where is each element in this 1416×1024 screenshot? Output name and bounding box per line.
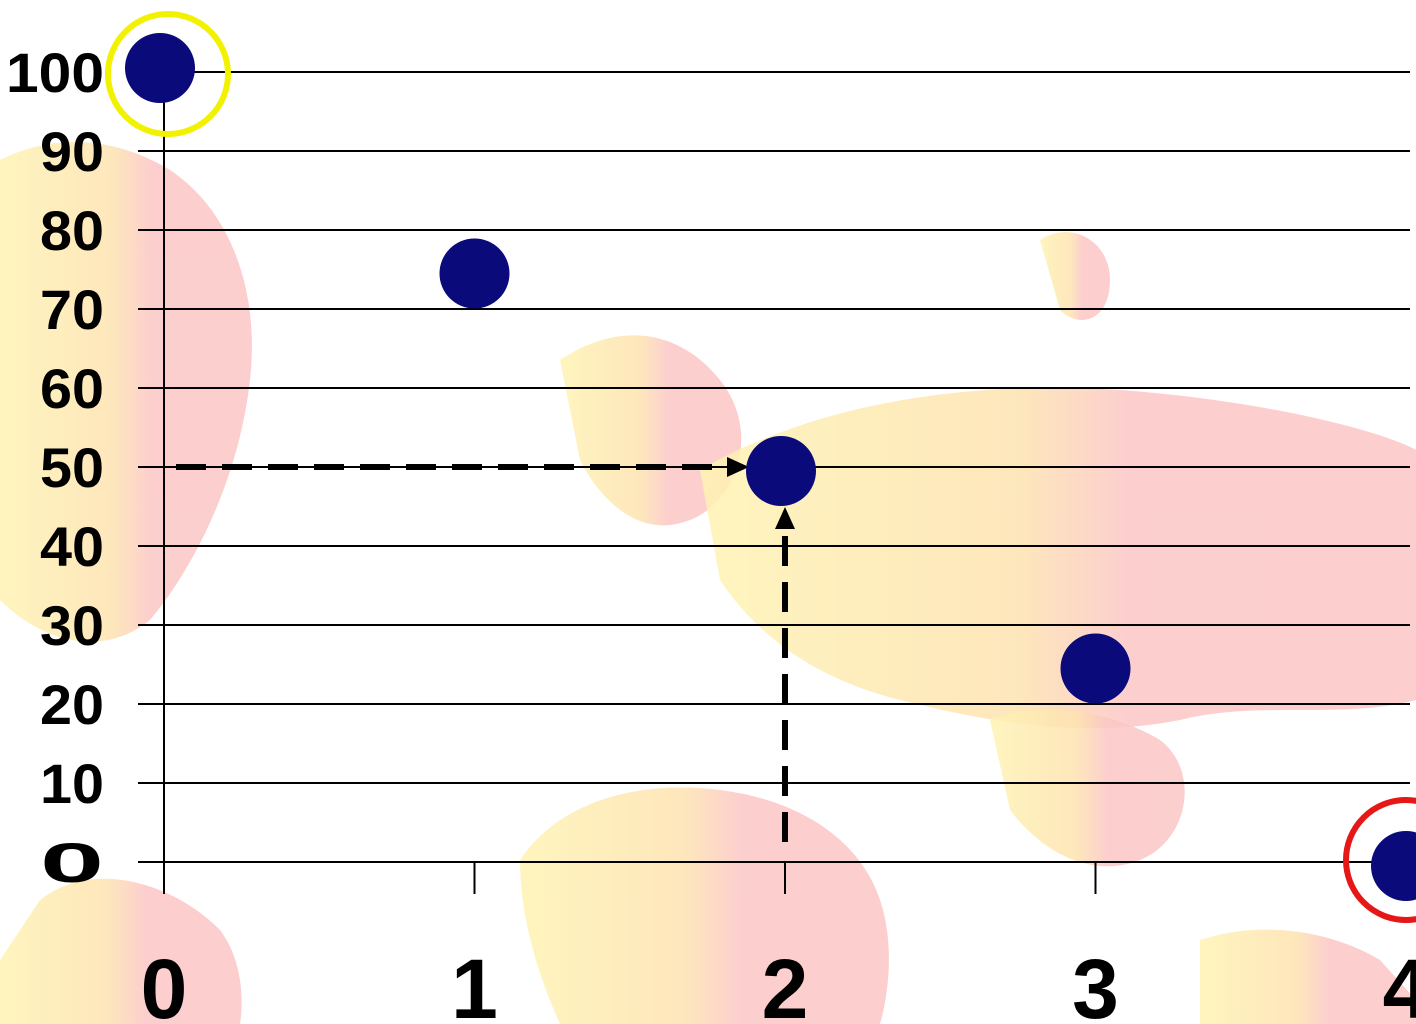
map-shape [700,387,1416,729]
data-point [1060,633,1131,704]
highlight-ring [1343,797,1416,923]
y-tick-label: 0 [40,831,104,894]
y-tick-label: 100 [6,41,104,104]
data-point [1371,831,1416,901]
vertical-guide-arrowhead [775,507,795,529]
y-tick-label: 20 [40,673,104,736]
data-point [746,436,816,506]
map-shape [990,709,1185,867]
highlight-ring [105,11,231,137]
x-tick-label: 0 [141,942,188,1024]
data-point [439,238,510,309]
y-tick-label: 30 [40,594,104,657]
y-tick-label: 50 [40,436,104,499]
grid-lines [138,71,1410,863]
map-shape [560,335,742,526]
x-tick-label: 2 [762,942,809,1024]
y-tick-label: 10 [40,752,104,815]
y-tick-label: 90 [40,120,104,183]
y-tick-label: 40 [40,515,104,578]
horizontal-guide-arrowhead [727,457,749,477]
x-tick-label: 3 [1072,942,1119,1024]
map-shape [0,141,252,642]
tick-labels: 0 10 20 30 40 50 60 70 80 90 100 0 1 2 3 4 [6,41,1416,1024]
map-shape [1200,929,1416,1024]
y-tick-label: 80 [40,199,104,262]
x-tick-label: 4 [1383,942,1416,1024]
x-tick-label: 1 [451,942,498,1024]
data-point [125,33,195,103]
guide-arrows [176,457,795,842]
map-shape [0,878,242,1024]
highlight-rings [105,11,1416,923]
y-tick-label: 70 [40,278,104,341]
map-shape [1040,232,1110,320]
world-map-background [0,141,1416,1024]
map-shape [520,787,889,1024]
y-tick-label: 60 [40,357,104,420]
data-points [125,33,1416,901]
